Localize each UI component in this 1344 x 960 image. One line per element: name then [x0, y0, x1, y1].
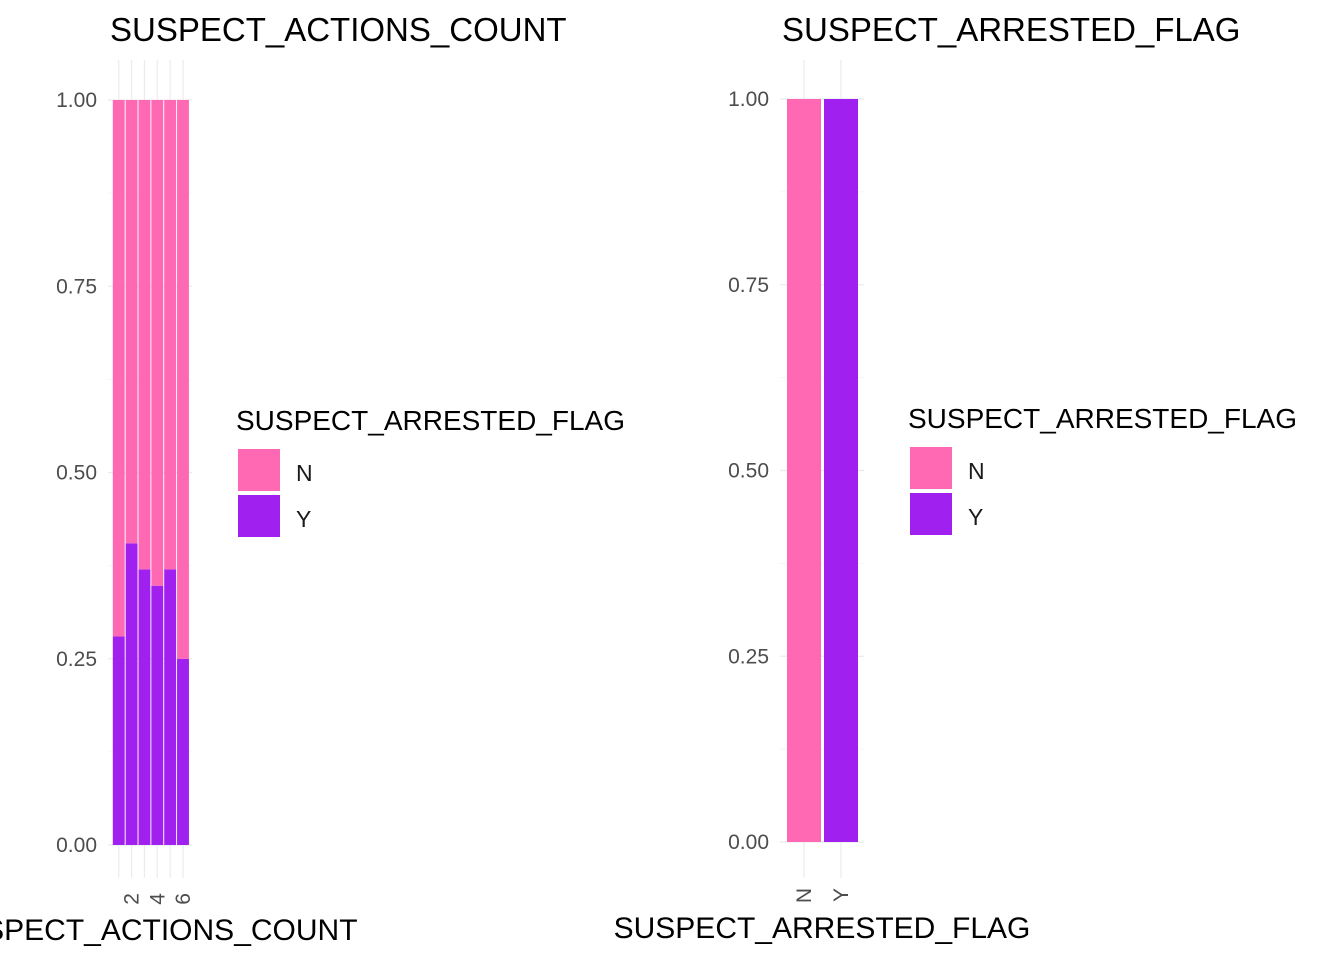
- legend-title: SUSPECT_ARRESTED_FLAG: [908, 403, 1297, 434]
- chart-title: SUSPECT_ARRESTED_FLAG: [782, 11, 1240, 48]
- x-tick-label: 4: [146, 893, 169, 905]
- bar-segment-y: [112, 636, 125, 845]
- legend-swatch-y: [238, 495, 280, 537]
- y-tick-label: 0.25: [728, 645, 769, 668]
- bar-segment-n: [164, 100, 177, 570]
- bar-segment-y: [824, 99, 858, 842]
- y-tick-label: 1.00: [56, 89, 97, 112]
- bar-segment-y: [125, 543, 138, 845]
- legend-title: SUSPECT_ARRESTED_FLAG: [236, 405, 625, 436]
- bar-segment-n: [787, 99, 821, 842]
- bar-segment-n: [138, 100, 151, 570]
- y-tick-label: 0.75: [728, 274, 769, 297]
- x-axis-title: SUSPECT_ACTIONS_COUNT: [0, 914, 358, 947]
- bar-segment-y: [177, 658, 189, 845]
- legend: SUSPECT_ARRESTED_FLAG N Y: [236, 405, 625, 537]
- x-tick-label: 6: [172, 893, 195, 905]
- legend-swatch-n: [238, 449, 280, 491]
- legend-label-n: N: [296, 460, 313, 486]
- bars-group: [787, 99, 858, 842]
- bar-segment-y: [164, 569, 177, 845]
- legend-label-n: N: [968, 458, 985, 484]
- y-axis-ticks: 0.00 0.25 0.50 0.75 1.00: [56, 89, 97, 857]
- legend-label-y: Y: [968, 504, 983, 530]
- chart-title: SUSPECT_ACTIONS_COUNT: [110, 11, 567, 48]
- y-tick-label: 0.00: [56, 834, 97, 857]
- x-tick-label: 2: [121, 893, 144, 905]
- chart-panel-actions-count: SUSPECT_ACTIONS_COUNT 0.00 0.25 0.50 0.75 1.…: [0, 11, 625, 947]
- x-tick-label: N: [793, 888, 816, 903]
- bar-segment-y: [151, 585, 164, 845]
- y-tick-label: 0.50: [56, 462, 97, 485]
- x-tick-label: Y: [830, 888, 853, 902]
- y-tick-label: 1.00: [728, 88, 769, 111]
- legend-swatch-n: [910, 447, 952, 489]
- y-tick-label: 0.50: [728, 460, 769, 483]
- bars-group: [112, 100, 189, 845]
- bar-segment-y: [138, 569, 151, 845]
- legend-label-y: Y: [296, 506, 311, 532]
- legend: SUSPECT_ARRESTED_FLAG N Y: [908, 403, 1297, 535]
- bar-segment-n: [112, 100, 125, 637]
- bar-segment-n: [151, 100, 164, 586]
- y-tick-label: 0.25: [56, 648, 97, 671]
- bar-segment-n: [125, 100, 138, 544]
- x-axis-title: SUSPECT_ARRESTED_FLAG: [614, 912, 1031, 945]
- legend-swatch-y: [910, 493, 952, 535]
- chart-panel-arrested-flag: SUSPECT_ARRESTED_FLAG 0.00 0.25 0.50 0.75 1.…: [614, 11, 1297, 945]
- y-tick-label: 0.75: [56, 275, 97, 298]
- y-tick-label: 0.00: [728, 831, 769, 854]
- y-axis-ticks: 0.00 0.25 0.50 0.75 1.00: [728, 88, 769, 854]
- bar-segment-n: [177, 100, 189, 659]
